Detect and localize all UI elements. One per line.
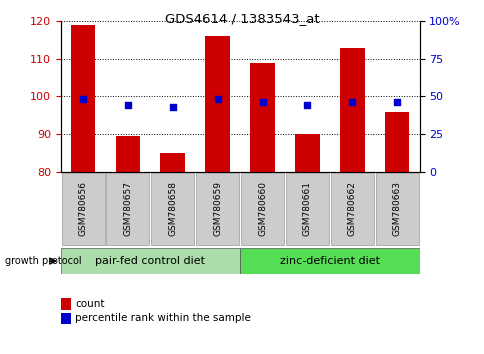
Bar: [241, 173, 284, 245]
Bar: [384, 112, 408, 172]
Bar: [330, 173, 373, 245]
Point: [213, 97, 221, 102]
Bar: [285, 173, 328, 245]
Text: count: count: [75, 299, 105, 309]
Point: [258, 99, 266, 105]
Text: GSM780656: GSM780656: [78, 181, 88, 236]
Bar: [375, 173, 418, 245]
Text: percentile rank within the sample: percentile rank within the sample: [75, 313, 251, 323]
Point: [393, 99, 400, 105]
Text: GSM780657: GSM780657: [123, 181, 132, 236]
Text: GSM780661: GSM780661: [302, 181, 311, 236]
Bar: [339, 47, 364, 172]
Bar: [71, 25, 95, 172]
Text: pair-fed control diet: pair-fed control diet: [95, 256, 205, 266]
Text: zinc-deficient diet: zinc-deficient diet: [279, 256, 379, 266]
Bar: [160, 153, 185, 172]
Point: [124, 103, 132, 108]
Bar: [294, 134, 319, 172]
Point: [168, 104, 176, 110]
Bar: [61, 173, 105, 245]
Point: [303, 103, 311, 108]
Bar: [240, 248, 419, 274]
Bar: [196, 173, 239, 245]
Bar: [106, 173, 149, 245]
Point: [348, 99, 355, 105]
Text: growth protocol: growth protocol: [5, 256, 81, 266]
Bar: [151, 173, 194, 245]
Text: GDS4614 / 1383543_at: GDS4614 / 1383543_at: [165, 12, 319, 25]
Text: GSM780660: GSM780660: [257, 181, 267, 236]
Bar: [60, 248, 240, 274]
Bar: [250, 63, 274, 172]
Point: [79, 97, 87, 102]
Text: GSM780662: GSM780662: [347, 181, 356, 236]
Text: GSM780658: GSM780658: [168, 181, 177, 236]
Text: GSM780663: GSM780663: [392, 181, 401, 236]
Text: GSM780659: GSM780659: [212, 181, 222, 236]
Bar: [205, 36, 229, 172]
Bar: [115, 136, 140, 172]
